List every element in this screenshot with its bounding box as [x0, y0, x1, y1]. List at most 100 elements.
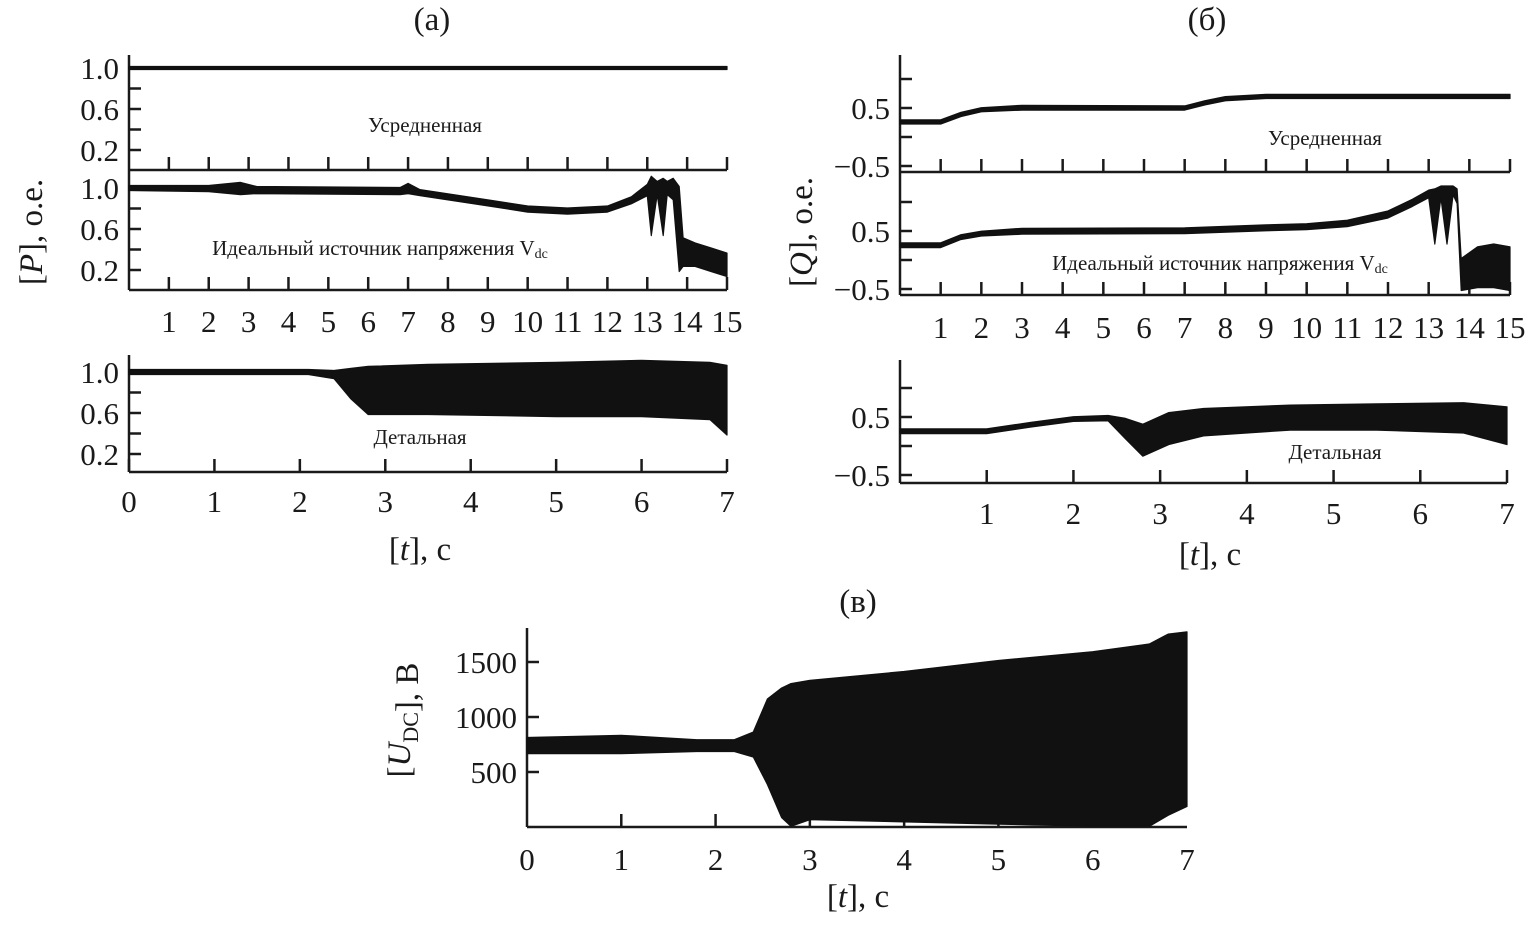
- y-label-part: ]: [390, 701, 426, 712]
- y-tick-label: 1.0: [80, 355, 119, 390]
- x-tick-label: 3: [378, 484, 394, 519]
- annotation-text: Идеальный источник напряжения V: [212, 236, 535, 260]
- x-label-part: t: [1190, 537, 1200, 573]
- x-tick-label: 5: [548, 484, 564, 519]
- x-tick-label: 8: [440, 304, 456, 339]
- x-label-part: [: [1179, 537, 1190, 573]
- y-tick-label: 0.6: [80, 396, 119, 431]
- x-tick-label: 6: [1085, 842, 1101, 877]
- x-tick-label: 2: [292, 484, 308, 519]
- subplot-ideal: 1.00.60.21 2 3 4 5 6 7 8 9 10 11 12 13 14 15Идеальный …: [80, 170, 743, 339]
- panel-title: (в): [839, 584, 877, 620]
- x-tick-label: 2: [708, 842, 724, 877]
- x-tick-label: 6: [634, 484, 650, 519]
- x-label-part: , c: [1210, 537, 1241, 573]
- x-axis-label: [t], c: [827, 879, 889, 915]
- subplot-detailed: 0.5 −0.5 1 2 3 4 5 6 7 Детальная: [834, 360, 1515, 531]
- x-tick-label: 8: [1218, 310, 1234, 345]
- panel-title: (б): [1188, 2, 1227, 38]
- x-tick-label: 13: [632, 304, 663, 339]
- x-tick-label: 3: [1152, 496, 1168, 531]
- y-label-part: [: [382, 766, 418, 777]
- signal-trace-ideal: [899, 185, 1511, 292]
- x-tick-label: 2: [201, 304, 217, 339]
- x-axis-label: [t], c: [1179, 537, 1241, 573]
- subplot-annotation: Усредненная: [1268, 126, 1382, 150]
- x-tick-label: 5: [1096, 310, 1112, 345]
- y-tick-label: 0.6: [80, 212, 119, 247]
- x-tick-label: 9: [1258, 310, 1274, 345]
- x-tick-label: 6: [360, 304, 376, 339]
- x-tick-label: 5: [991, 842, 1007, 877]
- x-tick-label: 0: [519, 842, 535, 877]
- x-label-part: t: [400, 532, 410, 568]
- y-tick-label: 1000: [455, 700, 517, 735]
- y-label-part: P: [14, 254, 50, 275]
- subplot-annotation: Идеальный источник напряжения Vdc: [1052, 251, 1388, 277]
- x-tick-label: 7: [400, 304, 416, 339]
- y-label-part: , о.е.: [14, 179, 50, 243]
- x-label-part: [: [827, 879, 838, 915]
- y-tick-label: −0.5: [834, 149, 890, 184]
- y-axis-label: [UDC], В: [382, 663, 426, 778]
- x-label-part: t: [838, 879, 848, 915]
- x-tick-label: 7: [1177, 310, 1193, 345]
- x-tick-label: 6: [1136, 310, 1152, 345]
- x-tick-label: 5: [1326, 496, 1342, 531]
- x-tick-label: 13: [1413, 310, 1444, 345]
- x-tick-label: 5: [321, 304, 337, 339]
- x-tick-label: 7: [1499, 496, 1515, 531]
- annotation-subscript: dc: [1375, 262, 1388, 277]
- annotation-text: Детальная: [373, 425, 466, 449]
- subplot-annotation: Идеальный источник напряжения Vdc: [212, 236, 548, 262]
- y-label-part: [: [14, 274, 50, 285]
- x-tick-label: 4: [896, 842, 912, 877]
- x-tick-label: 0: [121, 484, 137, 519]
- x-label-part: ]: [409, 532, 420, 568]
- x-tick-label: 15: [1495, 310, 1526, 345]
- subplot-udc: 1500 1000 500 0 1 2 3 4 5 6 7: [455, 628, 1195, 877]
- x-tick-label: 14: [1454, 310, 1486, 345]
- x-label-part: [: [389, 532, 400, 568]
- x-axis-label: [t], c: [389, 532, 451, 568]
- y-tick-label: 0.2: [80, 437, 119, 472]
- x-tick-label: 11: [553, 304, 583, 339]
- x-tick-label: 1: [161, 304, 177, 339]
- x-tick-label: 12: [1373, 310, 1404, 345]
- x-tick-label: 3: [802, 842, 818, 877]
- x-tick-label: 4: [281, 304, 297, 339]
- x-tick-label: 4: [1239, 496, 1255, 531]
- signal-trace-udc: [526, 631, 1188, 827]
- x-tick-label: 4: [463, 484, 479, 519]
- x-tick-label: 1: [933, 310, 949, 345]
- x-tick-label: 1: [614, 842, 630, 877]
- x-tick-label: 12: [592, 304, 623, 339]
- y-tick-label: −0.5: [834, 458, 890, 493]
- x-label-part: , c: [858, 879, 889, 915]
- y-label-part: U: [382, 740, 418, 766]
- x-tick-label: 2: [974, 310, 990, 345]
- y-label-part: Q: [784, 252, 820, 276]
- y-tick-label: 0.5: [851, 91, 890, 126]
- signal-trace-detailed: [128, 359, 728, 436]
- subplot-annotation: Усредненная: [368, 113, 482, 137]
- y-label-part: ]: [784, 241, 820, 252]
- y-tick-label: 500: [471, 755, 518, 790]
- x-tick-label: 2: [1066, 496, 1082, 531]
- x-tick-label: 10: [1291, 310, 1322, 345]
- signal-trace-ideal: [128, 175, 728, 278]
- y-tick-label: 1.0: [80, 51, 119, 86]
- subplot-detailed: 1.0 0.6 0.20 1 2 3 4 5 6 7 Детальная: [80, 355, 735, 519]
- x-tick-label: 3: [241, 304, 257, 339]
- panel-title: (а): [414, 2, 451, 38]
- x-tick-label: 4: [1055, 310, 1071, 345]
- signal-trace-detailed: [899, 402, 1508, 457]
- y-axis-label: [P], о.е.: [14, 179, 50, 285]
- y-axis-label: [Q], о.е.: [784, 177, 820, 287]
- x-label-part: ]: [847, 879, 858, 915]
- y-tick-label: 0.2: [80, 253, 119, 288]
